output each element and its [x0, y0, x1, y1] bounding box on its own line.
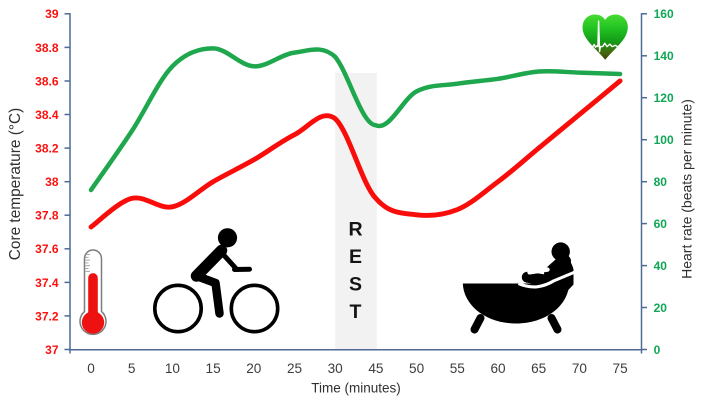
svg-text:25: 25: [287, 361, 302, 376]
svg-text:37: 37: [45, 343, 59, 357]
svg-text:45: 45: [368, 361, 383, 376]
svg-text:65: 65: [531, 361, 546, 376]
svg-text:20: 20: [246, 361, 262, 376]
svg-text:Heart rate (beats per minute): Heart rate (beats per minute): [679, 99, 695, 279]
svg-text:37.2: 37.2: [35, 309, 59, 323]
svg-text:39: 39: [45, 7, 59, 21]
svg-text:50: 50: [409, 361, 425, 376]
svg-text:60: 60: [654, 217, 668, 231]
svg-text:30: 30: [328, 361, 344, 376]
svg-text:20: 20: [654, 301, 668, 315]
svg-text:160: 160: [654, 7, 674, 21]
svg-text:E: E: [349, 246, 362, 268]
svg-text:T: T: [350, 301, 362, 323]
svg-text:40: 40: [654, 259, 668, 273]
svg-text:37.4: 37.4: [35, 276, 59, 290]
svg-text:38.6: 38.6: [35, 74, 59, 88]
svg-text:38: 38: [45, 175, 59, 189]
svg-text:37.8: 37.8: [35, 209, 59, 223]
svg-text:0: 0: [87, 361, 95, 376]
svg-text:10: 10: [165, 361, 181, 376]
svg-text:120: 120: [654, 91, 674, 105]
svg-text:Core temperature (°C): Core temperature (°C): [7, 108, 24, 260]
svg-text:Time (minutes): Time (minutes): [311, 381, 401, 396]
svg-text:38.4: 38.4: [35, 108, 59, 122]
svg-text:0: 0: [654, 343, 661, 357]
svg-text:38.8: 38.8: [35, 41, 59, 55]
svg-text:100: 100: [654, 133, 674, 147]
svg-text:55: 55: [450, 361, 465, 376]
svg-text:60: 60: [490, 361, 506, 376]
svg-text:70: 70: [572, 361, 588, 376]
svg-text:37.6: 37.6: [35, 242, 59, 256]
svg-text:R: R: [348, 219, 362, 241]
svg-text:38.2: 38.2: [35, 142, 59, 156]
svg-text:140: 140: [654, 49, 674, 63]
svg-text:5: 5: [128, 361, 136, 376]
svg-text:S: S: [349, 274, 362, 296]
svg-text:80: 80: [654, 175, 668, 189]
svg-text:15: 15: [206, 361, 221, 376]
svg-text:75: 75: [613, 361, 628, 376]
